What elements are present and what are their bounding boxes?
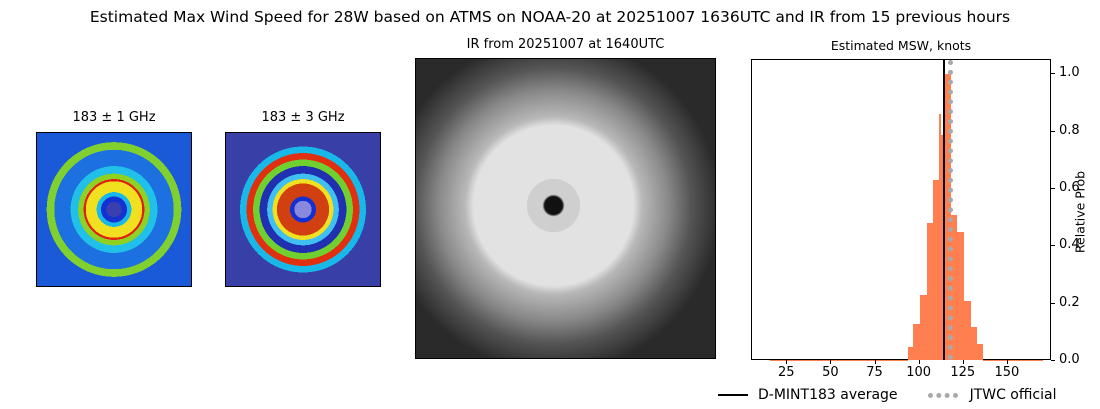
figure-title: Estimated Max Wind Speed for 28W based o… <box>89 8 1011 26</box>
x-tick-label: 75 <box>866 365 883 380</box>
histogram-bar <box>938 114 942 360</box>
y-tick-mark <box>1051 360 1055 361</box>
x-tick-mark <box>1006 360 1008 364</box>
x-tick-mark <box>962 360 964 364</box>
histogram-bar <box>941 134 945 360</box>
hist-title: Estimated MSW, knots <box>830 38 972 53</box>
y-tick-label: 0.2 <box>1059 294 1080 310</box>
x-tick-mark <box>918 360 920 364</box>
histogram-bar <box>932 180 939 360</box>
histogram-bar <box>913 323 921 360</box>
average-line <box>943 60 946 360</box>
histogram-bar <box>950 214 958 360</box>
legend-avg-label: D-MINT183 average <box>758 387 898 403</box>
histogram-bar <box>926 223 933 360</box>
y-tick-mark <box>1051 130 1055 132</box>
x-tick-label: 125 <box>950 365 976 380</box>
y-tick-label: 0.8 <box>1059 122 1080 138</box>
x-tick-mark <box>874 360 876 364</box>
mw-183-3ghz-image <box>225 132 381 287</box>
x-tick-label: 150 <box>994 365 1020 380</box>
legend-avg-line-icon <box>718 394 748 396</box>
histogram-bar <box>769 360 908 362</box>
y-tick-mark <box>1051 302 1055 304</box>
y-tick-label: 1.0 <box>1059 65 1080 81</box>
histogram-bar <box>963 300 972 360</box>
y-tick-mark <box>1051 245 1055 247</box>
ir-title: IR from 20251007 at 1640UTC <box>466 37 665 52</box>
histogram-plot-area <box>751 59 1051 362</box>
histogram-bar <box>944 74 951 360</box>
histogram-bar <box>977 343 984 360</box>
y-tick-label: 0.6 <box>1059 180 1080 195</box>
x-tick-label: 100 <box>906 365 932 380</box>
x-tick-mark <box>786 360 788 364</box>
x-tick-label: 50 <box>822 365 839 380</box>
y-tick-mark <box>1051 188 1055 189</box>
histogram-bar <box>971 326 977 360</box>
y-tick-label: 0.4 <box>1059 237 1080 253</box>
mw3-title: 183 ± 3 GHz <box>261 110 345 125</box>
legend-official-label: JTWC official <box>969 387 1057 403</box>
y-axis-label: Relative Prob <box>1072 170 1088 254</box>
histogram-bar <box>957 232 964 360</box>
y-tick-label: 0.0 <box>1059 352 1080 367</box>
histogram-bar <box>983 360 1044 362</box>
x-tick-label: 25 <box>778 365 795 380</box>
legend: D-MINT183 average JTWC official <box>718 386 1056 404</box>
mw1-title: 183 ± 1 GHz <box>72 110 156 125</box>
histogram-bar <box>920 295 927 360</box>
x-tick-mark <box>830 360 832 364</box>
legend-official-line-icon <box>927 392 958 398</box>
y-tick-mark <box>1051 73 1055 75</box>
ir-satellite-image <box>415 58 716 359</box>
mw-183-1ghz-image <box>36 132 192 287</box>
official-line <box>947 60 953 360</box>
histogram-bar <box>907 346 914 360</box>
